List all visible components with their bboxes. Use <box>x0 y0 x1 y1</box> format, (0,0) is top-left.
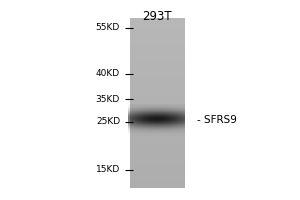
Text: 55KD: 55KD <box>96 23 120 32</box>
Text: 35KD: 35KD <box>96 95 120 104</box>
Text: 25KD: 25KD <box>96 117 120 127</box>
Text: 40KD: 40KD <box>96 70 120 78</box>
Text: - SFRS9: - SFRS9 <box>197 115 237 125</box>
Text: 293T: 293T <box>142 10 172 23</box>
Text: 15KD: 15KD <box>96 166 120 174</box>
